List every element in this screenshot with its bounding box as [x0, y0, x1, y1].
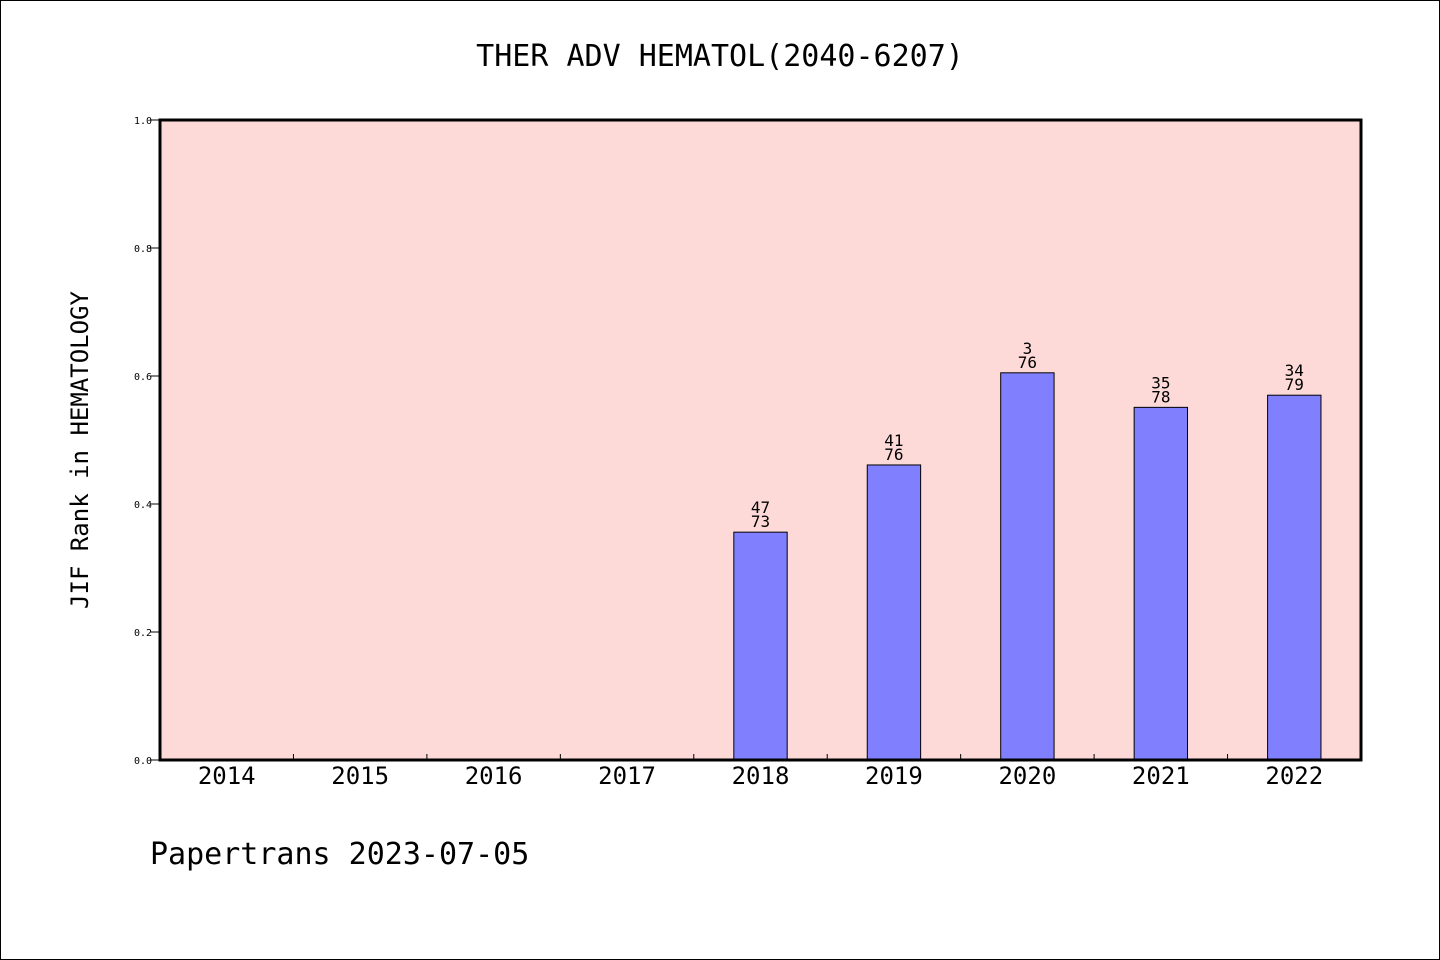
bar-rank-label: 34	[1285, 361, 1304, 380]
x-tick-label: 2017	[598, 762, 656, 790]
y-axis-label: JIF Rank in HEMATOLOGY	[66, 291, 94, 609]
x-tick-label: 2019	[865, 762, 923, 790]
bar	[866, 464, 922, 761]
bar-total-label: 79	[1285, 375, 1304, 394]
plot-border	[158, 118, 1363, 762]
x-tick-label: 2015	[331, 762, 389, 790]
bar-total-label: 76	[884, 445, 903, 464]
bar	[1133, 406, 1189, 761]
bar	[1267, 394, 1322, 761]
y-tick-label: 1.0	[134, 116, 152, 127]
bar-rank-label: 3	[1023, 339, 1033, 358]
x-axis: 2014 2015 2016 2017 2018 2019 2020 2021 2022	[198, 754, 1323, 790]
x-tick-label: 2021	[1132, 762, 1190, 790]
bar-rank-label: 47	[751, 498, 770, 517]
x-tick-label: 2016	[465, 762, 523, 790]
bar	[733, 531, 788, 761]
x-tick-label: 2022	[1265, 762, 1323, 790]
bar	[1000, 372, 1055, 761]
y-tick-label: 0.6	[134, 372, 152, 383]
chart-title: THER ADV HEMATOL(2040-6207)	[476, 39, 964, 74]
bar-rank-label: 35	[1151, 373, 1170, 392]
y-tick-label: 0.8	[134, 244, 152, 255]
y-tick-label: 0.0	[134, 756, 152, 767]
y-tick-label: 0.2	[134, 628, 152, 639]
bar-total-label: 73	[751, 512, 770, 531]
x-tick-label: 2020	[998, 762, 1056, 790]
y-axis: 0.0 0.2 0.4 0.6 0.8 1.0	[134, 116, 160, 767]
bar-total-label: 78	[1151, 387, 1170, 406]
x-tick-label: 2014	[198, 762, 256, 790]
x-tick-label: 2018	[732, 762, 790, 790]
footer-text: Papertrans 2023-07-05	[150, 837, 529, 872]
y-tick-label: 0.4	[134, 500, 152, 511]
bar-rank-label: 41	[884, 431, 903, 450]
bar-total-label: 76	[1018, 353, 1037, 372]
